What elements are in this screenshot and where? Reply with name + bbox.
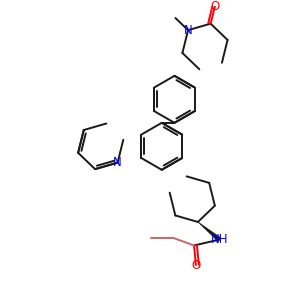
Text: O: O	[210, 0, 220, 13]
Text: NH: NH	[211, 233, 228, 246]
Text: N: N	[113, 156, 122, 169]
Text: N: N	[184, 24, 192, 37]
Polygon shape	[198, 222, 221, 241]
Text: O: O	[191, 259, 201, 272]
